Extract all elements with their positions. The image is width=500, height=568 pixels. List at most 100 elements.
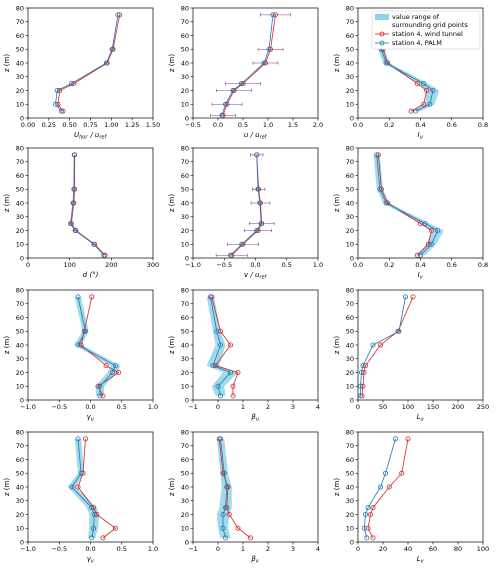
- x-axis-label: βu: [251, 413, 259, 423]
- palm-line: [220, 438, 228, 538]
- palm-point: [222, 505, 228, 511]
- palm-point: [220, 512, 226, 518]
- y-tick-label: 80: [16, 286, 24, 294]
- x-tick-label: 0.0: [250, 261, 260, 269]
- y-tick-label: 20: [181, 227, 189, 235]
- palm-line: [70, 154, 105, 256]
- x-tick-label: −1: [188, 403, 198, 411]
- y-tick-label: 10: [16, 241, 24, 249]
- y-axis-label: z (m): [3, 54, 11, 72]
- palm-point: [261, 60, 267, 66]
- y-tick-label: 80: [346, 428, 354, 436]
- tunnel-point: [410, 294, 416, 300]
- y-tick-label: 50: [16, 328, 24, 336]
- y-tick-label: 60: [346, 456, 354, 464]
- palm-point: [78, 470, 84, 476]
- x-tick-label: 1.0: [148, 545, 158, 553]
- palm-point: [89, 505, 95, 511]
- y-tick-label: 60: [16, 314, 24, 322]
- subplot-4: 0 100 200 300 0 10 20 30 40 50 60 70 80 d (°) z (m): [3, 144, 159, 279]
- x-axis-label: Uhor / uref: [74, 131, 108, 141]
- tunnel-point: [414, 81, 420, 87]
- palm-line: [210, 296, 232, 396]
- palm-point: [392, 436, 398, 442]
- palm-point: [83, 328, 89, 334]
- palm-point: [254, 227, 260, 233]
- x-axis-label: Lu: [417, 413, 425, 423]
- tunnel-line: [211, 296, 239, 396]
- palm-point: [417, 252, 423, 258]
- palm-point: [220, 525, 226, 531]
- y-tick-label: 30: [16, 355, 24, 363]
- palm-line: [71, 438, 95, 538]
- palm-point: [430, 88, 436, 94]
- y-tick-label: 20: [346, 227, 354, 235]
- y-tick-label: 20: [16, 369, 24, 377]
- y-tick-label: 70: [16, 300, 24, 308]
- y-axis-label: z (m): [333, 478, 341, 496]
- palm-line: [363, 438, 396, 538]
- tunnel-point: [113, 525, 119, 531]
- tunnel-point: [428, 227, 434, 233]
- y-tick-label: 60: [181, 456, 189, 464]
- y-axis-label: z (m): [168, 478, 176, 496]
- x-tick-label: 150: [427, 403, 439, 411]
- palm-point: [374, 152, 380, 158]
- y-axis-label: z (m): [3, 478, 11, 496]
- palm-point: [75, 436, 81, 442]
- tunnel-line: [231, 154, 263, 256]
- y-tick-label: 10: [346, 101, 354, 109]
- tunnel-line: [367, 438, 409, 539]
- x-tick-label: 1: [241, 403, 245, 411]
- y-tick-label: 60: [16, 456, 24, 464]
- palm-point: [217, 342, 223, 348]
- palm-point: [238, 81, 244, 87]
- x-tick-label: 1.5: [288, 121, 298, 129]
- y-tick-label: 20: [16, 227, 24, 235]
- y-tick-label: 40: [181, 341, 189, 349]
- palm-point: [383, 60, 389, 66]
- x-tick-label: 0.25: [42, 121, 56, 129]
- palm-point: [109, 369, 115, 375]
- x-tick-label: 0.8: [478, 261, 488, 269]
- y-tick-label: 30: [181, 355, 189, 363]
- x-axis-label: d (°): [83, 271, 99, 279]
- palm-point: [382, 470, 388, 476]
- x-axis-label: Iu: [418, 131, 424, 141]
- x-tick-label: 200: [105, 261, 117, 269]
- palm-point: [91, 241, 97, 247]
- subplot-9: 0 50 100 150 200 250 0 10 20 30 40 50 60 70 80 Lu z (m): [333, 286, 489, 422]
- palm-line: [376, 154, 439, 256]
- palm-point: [75, 294, 81, 300]
- x-axis-label: Lv: [417, 555, 425, 565]
- palm-point: [377, 186, 383, 192]
- y-tick-label: 50: [181, 470, 189, 478]
- y-tick-label: 0: [20, 396, 24, 404]
- subplot-1: 0.00 0.25 0.50 0.75 1.00 1.25 1.50 0 10 20 30 40 50 6…: [3, 4, 160, 140]
- palm-point: [222, 101, 228, 107]
- y-tick-label: 80: [16, 428, 24, 436]
- y-tick-label: 10: [181, 383, 189, 391]
- x-tick-label: 4: [316, 403, 320, 411]
- tunnel-point: [370, 535, 376, 541]
- x-tick-label: 0.2: [384, 121, 394, 129]
- y-tick-label: 20: [181, 87, 189, 95]
- x-tick-label: 0.6: [447, 121, 457, 129]
- y-tick-label: 30: [346, 497, 354, 505]
- tunnel-line: [57, 14, 121, 112]
- palm-point: [54, 88, 60, 94]
- y-tick-label: 40: [16, 59, 24, 67]
- palm-point: [365, 505, 371, 511]
- tunnel-point: [217, 328, 223, 334]
- y-tick-label: 70: [346, 442, 354, 450]
- tunnel-point: [262, 60, 268, 66]
- palm-point: [422, 221, 428, 227]
- palm-point: [230, 88, 236, 94]
- y-tick-label: 40: [346, 341, 354, 349]
- x-tick-label: −1: [188, 545, 198, 553]
- y-tick-label: 60: [16, 32, 24, 40]
- y-axis-label: z (m): [3, 194, 11, 212]
- y-tick-label: 20: [16, 511, 24, 519]
